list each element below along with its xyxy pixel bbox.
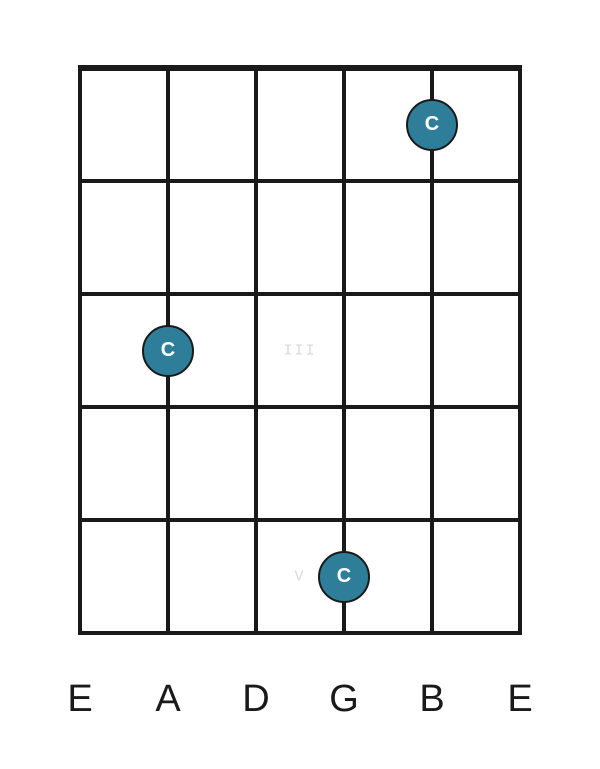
string-label: D: [242, 678, 269, 721]
string-line: [518, 66, 522, 635]
string-line: [254, 66, 258, 635]
note-dot: C: [142, 325, 194, 377]
string-label: G: [329, 678, 359, 721]
fret-line: [78, 292, 522, 296]
nut: [78, 65, 522, 71]
note-dot: C: [406, 99, 458, 151]
guitar-chord-diagram: IIIVCCCEADGBE: [0, 0, 600, 769]
fret-line: [78, 631, 522, 635]
fret-line: [78, 518, 522, 522]
string-line: [342, 66, 346, 635]
string-label: B: [419, 678, 444, 721]
string-line: [430, 66, 434, 635]
string-label: A: [155, 678, 180, 721]
fret-line: [78, 179, 522, 183]
fret-marker: V: [294, 568, 305, 585]
note-dot: C: [318, 551, 370, 603]
string-label: E: [507, 678, 532, 721]
string-label: E: [67, 678, 92, 721]
fret-marker: III: [283, 342, 316, 359]
fret-line: [78, 405, 522, 409]
string-line: [78, 66, 82, 635]
